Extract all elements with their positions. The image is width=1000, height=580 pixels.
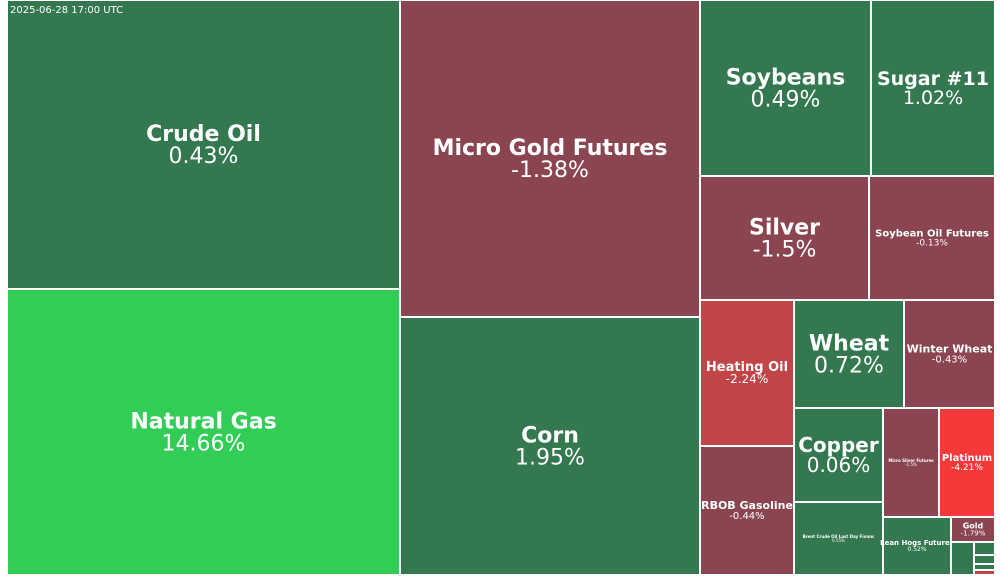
tile-name: Brent Crude Oil Last Day Financ (803, 534, 875, 539)
tile-small-20[interactable] (973, 554, 996, 565)
tile-rect (882, 516, 952, 576)
tile-name: Corn (521, 424, 579, 449)
tile-name: Soybean Oil Futures (875, 229, 989, 240)
tile-rect (973, 569, 996, 576)
tile-name: Soybeans (726, 66, 846, 91)
tile-rect (973, 554, 996, 565)
tile-rect (950, 541, 975, 576)
tile-change: 1.02% (903, 87, 963, 109)
tile-name: Wheat (809, 332, 890, 357)
tile-change: 1.95% (515, 446, 585, 471)
tile-name: Natural Gas (130, 410, 276, 435)
tile-change: -1.5% (905, 462, 917, 467)
tile-rect (973, 541, 996, 556)
tile-name: Lean Hogs Futures (880, 539, 954, 547)
tile-soybean-oil-futures-7[interactable]: Soybean Oil Futures-0.13% (868, 175, 996, 301)
tile-small-22[interactable] (973, 569, 996, 576)
tile-change: 0.43% (169, 144, 239, 169)
tile-name: Winter Wheat (907, 343, 993, 356)
tile-change: -0.44% (729, 511, 764, 522)
tile-name: Gold (963, 521, 984, 530)
tile-small-19[interactable] (973, 541, 996, 556)
tile-change: 0.55% (832, 538, 845, 543)
tile-rect (868, 175, 996, 301)
tile-name: Micro Gold Futures (433, 136, 668, 161)
tile-gold-17[interactable]: Gold-1.79% (950, 516, 996, 543)
tile-change: 14.66% (162, 432, 246, 457)
tile-rect (699, 299, 795, 447)
tile-small-18[interactable] (950, 541, 975, 576)
tile-name: Micro Silver Futures (888, 458, 934, 463)
tile-sugar-11-5[interactable]: Sugar #111.02% (870, 0, 996, 177)
tile-name: Platinum (942, 453, 992, 464)
tile-rect (793, 407, 884, 503)
tile-rect (399, 0, 701, 318)
tile-micro-gold-futures-2[interactable]: Micro Gold Futures-1.38% (399, 0, 701, 318)
tile-heating-oil-8[interactable]: Heating Oil-2.24% (699, 299, 795, 447)
tile-change: -1.5% (753, 238, 817, 263)
tile-rect (699, 0, 872, 177)
tile-name: Sugar #11 (877, 68, 989, 90)
tile-name: Heating Oil (706, 360, 788, 375)
tile-rbob-gasoline-11[interactable]: RBOB Gasoline-0.44% (699, 445, 795, 576)
tile-change: -1.38% (511, 158, 589, 183)
tile-rect (793, 501, 884, 576)
tile-change: 0.72% (814, 354, 884, 379)
tile-change: -0.43% (932, 355, 967, 366)
tile-change: -1.79% (961, 529, 986, 537)
tile-silver-6[interactable]: Silver-1.5% (699, 175, 870, 301)
tile-change: 0.52% (907, 546, 926, 553)
tile-rect (6, 0, 401, 290)
tile-winter-wheat-10[interactable]: Winter Wheat-0.43% (903, 299, 996, 409)
tile-change: 0.49% (751, 88, 821, 113)
tile-change: -2.24% (726, 372, 768, 386)
tile-rect (903, 299, 996, 409)
tile-name: Copper (798, 433, 879, 457)
tile-change: -4.21% (951, 463, 983, 473)
tile-rect (870, 0, 996, 177)
tile-name: Crude Oil (146, 122, 261, 147)
tile-rect (882, 407, 940, 518)
tile-change: -0.13% (916, 239, 948, 249)
tile-rect (6, 288, 401, 576)
tile-name: Silver (749, 216, 820, 241)
tile-rect (699, 445, 795, 576)
tile-change: 0.06% (807, 453, 871, 477)
tile-rect (399, 316, 701, 576)
tile-micro-silver-futures-13[interactable]: Micro Silver Futures-1.5% (882, 407, 940, 518)
tile-name: RBOB Gasoline (701, 499, 793, 512)
timestamp: 2025-06-28 17:00 UTC (10, 5, 124, 16)
tile-platinum-14[interactable]: Platinum-4.21% (938, 407, 996, 518)
tile-rect (793, 299, 905, 409)
